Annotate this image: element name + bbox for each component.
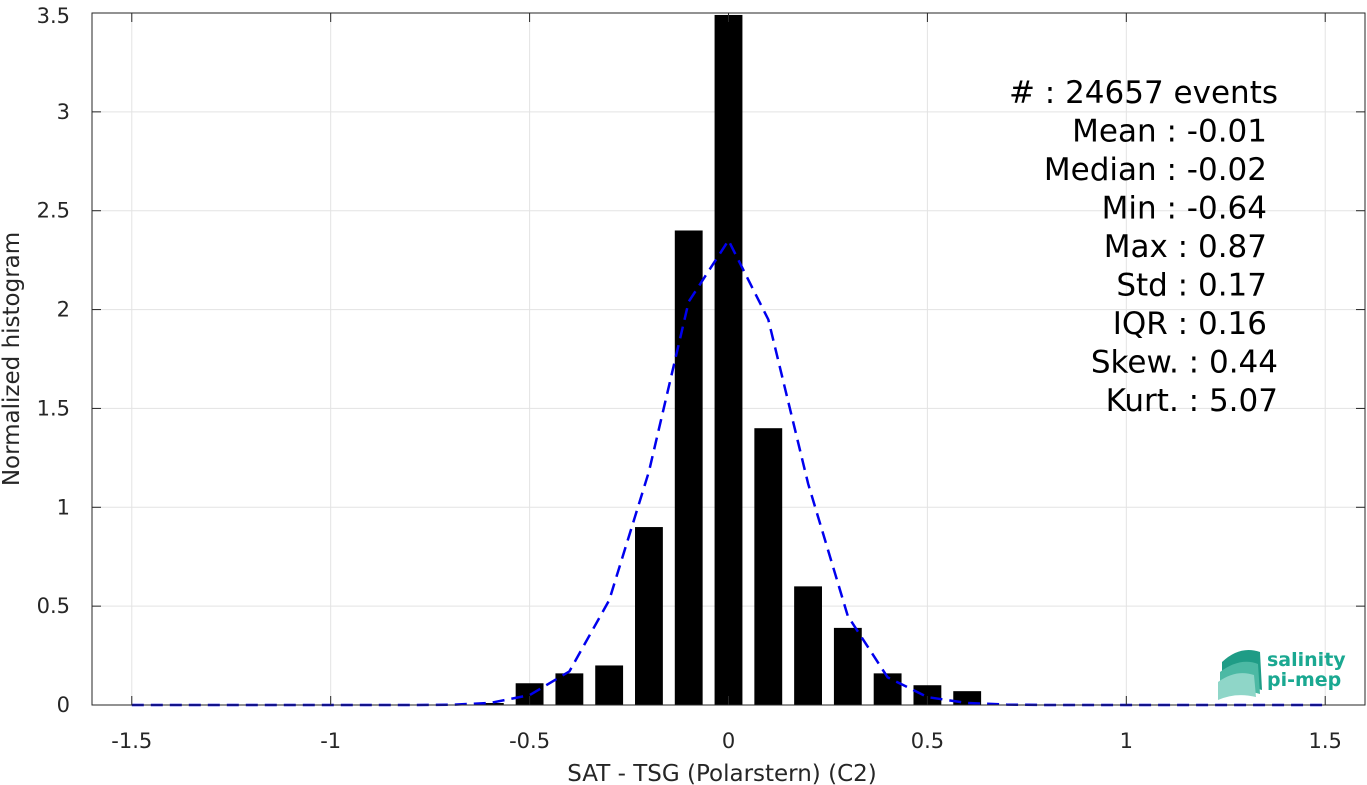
y-tick-label-2: 1 (57, 495, 70, 519)
histogram-bar-6 (714, 14, 743, 705)
stat-line-0: # : 24657 events (1009, 75, 1278, 111)
x-tick-label-3: 0 (722, 729, 735, 753)
x-axis-ticks: -1.5 -1 -0.5 0 0.5 1 1.5 (111, 13, 1342, 753)
histogram-bars (475, 14, 982, 705)
histogram-bar-8 (794, 586, 822, 705)
stat-line-3: Min : -0.64 (1102, 191, 1267, 227)
y-tick-label-0: 0 (57, 693, 70, 717)
stat-line-7: Skew. : 0.44 (1091, 345, 1278, 381)
y-tick-label-3: 1.5 (37, 396, 70, 420)
x-tick-label-5: 1 (1120, 729, 1133, 753)
logo-text-salinity: salinity (1267, 649, 1346, 671)
histogram-bar-7 (754, 428, 783, 705)
y-tick-label-7: 3.5 (37, 4, 70, 28)
stat-line-2: Median : -0.02 (1044, 152, 1267, 188)
histogram-bar-2 (555, 673, 584, 705)
y-tick-label-5: 2.5 (37, 199, 70, 223)
stat-line-5: Std : 0.17 (1116, 268, 1267, 304)
histogram-bar-3 (595, 665, 624, 705)
logo-text-pi-mep: pi-mep (1267, 669, 1341, 691)
stat-line-4: Max : 0.87 (1104, 229, 1267, 265)
x-tick-label-0: -1.5 (111, 729, 152, 753)
stat-line-8: Kurt. : 5.07 (1106, 383, 1278, 419)
y-tick-label-1: 0.5 (37, 594, 70, 618)
x-axis-label: SAT - TSG (Polarstern) (C2) (567, 761, 876, 785)
histogram-bar-4 (635, 527, 663, 705)
histogram-bar-0 (475, 703, 504, 705)
y-axis-label: Normalized histogram (0, 232, 25, 486)
y-axis-ticks: 0 0.5 1 1.5 2 2.5 3 3.5 (37, 4, 1365, 717)
wave-logo-icon (1218, 649, 1262, 700)
histogram-bar-9 (833, 627, 862, 705)
salinity-pi-mep-logo: salinity pi-mep (1218, 649, 1346, 700)
x-tick-label-2: -0.5 (509, 729, 550, 753)
y-tick-label-4: 2 (57, 298, 70, 322)
stat-line-6: IQR : 0.16 (1113, 306, 1267, 342)
histogram-bar-11 (913, 685, 942, 705)
stat-line-1: Mean : -0.01 (1072, 114, 1267, 150)
x-tick-label-4: 0.5 (911, 729, 944, 753)
x-tick-label-1: -1 (320, 729, 341, 753)
histogram-bar-5 (674, 230, 703, 705)
x-tick-label-6: 1.5 (1309, 729, 1342, 753)
y-tick-label-6: 3 (57, 100, 70, 124)
